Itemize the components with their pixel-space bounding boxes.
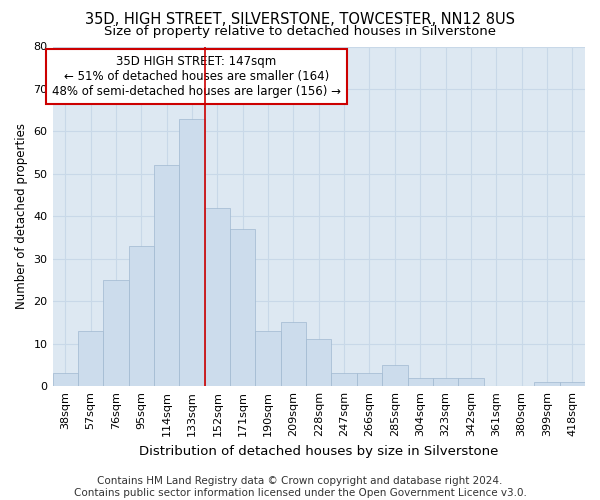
X-axis label: Distribution of detached houses by size in Silverstone: Distribution of detached houses by size … <box>139 444 499 458</box>
Bar <box>256 331 281 386</box>
Text: 35D, HIGH STREET, SILVERSTONE, TOWCESTER, NN12 8US: 35D, HIGH STREET, SILVERSTONE, TOWCESTER… <box>85 12 515 28</box>
Bar <box>458 378 484 386</box>
Bar <box>331 374 357 386</box>
Bar <box>357 374 382 386</box>
Bar <box>306 340 331 386</box>
Text: 35D HIGH STREET: 147sqm
← 51% of detached houses are smaller (164)
48% of semi-d: 35D HIGH STREET: 147sqm ← 51% of detache… <box>52 55 341 98</box>
Text: Contains HM Land Registry data © Crown copyright and database right 2024.
Contai: Contains HM Land Registry data © Crown c… <box>74 476 526 498</box>
Bar <box>281 322 306 386</box>
Bar <box>433 378 458 386</box>
Text: Size of property relative to detached houses in Silverstone: Size of property relative to detached ho… <box>104 25 496 38</box>
Bar <box>179 118 205 386</box>
Bar <box>128 246 154 386</box>
Bar <box>407 378 433 386</box>
Bar <box>534 382 560 386</box>
Bar <box>53 374 78 386</box>
Bar <box>154 166 179 386</box>
Bar <box>230 229 256 386</box>
Bar <box>103 280 128 386</box>
Bar <box>205 208 230 386</box>
Bar <box>78 331 103 386</box>
Bar <box>382 365 407 386</box>
Bar <box>560 382 585 386</box>
Y-axis label: Number of detached properties: Number of detached properties <box>15 124 28 310</box>
